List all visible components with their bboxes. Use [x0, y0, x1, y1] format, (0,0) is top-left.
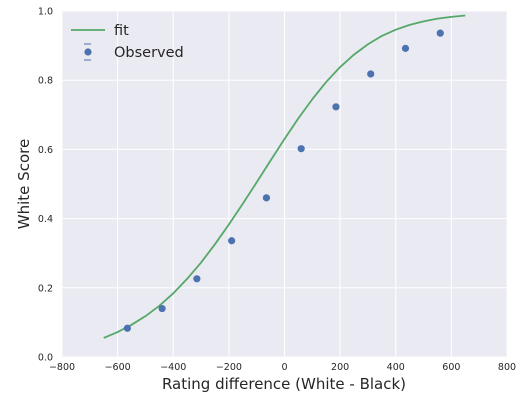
x-tick-label: −400: [160, 362, 186, 373]
y-tick-labels: 0.0 0.2 0.4 0.6 0.8 1.0: [38, 7, 53, 364]
x-tick-label: −800: [49, 362, 75, 373]
legend: fit Observed: [71, 23, 184, 61]
x-tick-label: 400: [387, 362, 405, 373]
observed-point: [193, 275, 201, 283]
x-tick-label: 800: [498, 362, 516, 373]
y-axis-title: White Score: [15, 139, 33, 229]
x-tick-label: 200: [331, 362, 349, 373]
grid: [61, 10, 508, 358]
observed-point: [401, 44, 410, 52]
fit-line: [103, 14, 466, 339]
series-layer: [103, 14, 466, 339]
y-tick-label: 0.0: [38, 353, 53, 364]
x-tick-label: 600: [442, 362, 460, 373]
y-tick-label: 0.6: [38, 145, 53, 156]
observed-point: [228, 237, 236, 245]
observed-point: [158, 304, 166, 313]
y-tick-label: 0.8: [38, 76, 53, 87]
observed-point: [367, 70, 375, 78]
y-tick-label: 0.4: [38, 214, 53, 225]
y-tick-label: 0.2: [38, 283, 53, 294]
y-tick-label: 1.0: [38, 7, 53, 18]
legend-observed-marker: [84, 48, 92, 56]
observed-point: [332, 103, 340, 111]
x-tick-label: −600: [105, 362, 131, 373]
legend-fit-label: fit: [114, 23, 129, 39]
observed-point: [436, 29, 444, 37]
observed-point: [297, 145, 305, 153]
legend-observed-label: Observed: [114, 45, 184, 61]
x-axis-title: Rating difference (White - Black): [162, 375, 406, 393]
observed-point: [123, 324, 131, 332]
x-tick-labels: −800 −600 −400 −200 0 200 400 600 800: [49, 362, 516, 373]
x-tick-label: −200: [216, 362, 242, 373]
x-tick-label: 0: [281, 362, 287, 373]
observed-point: [262, 194, 271, 202]
